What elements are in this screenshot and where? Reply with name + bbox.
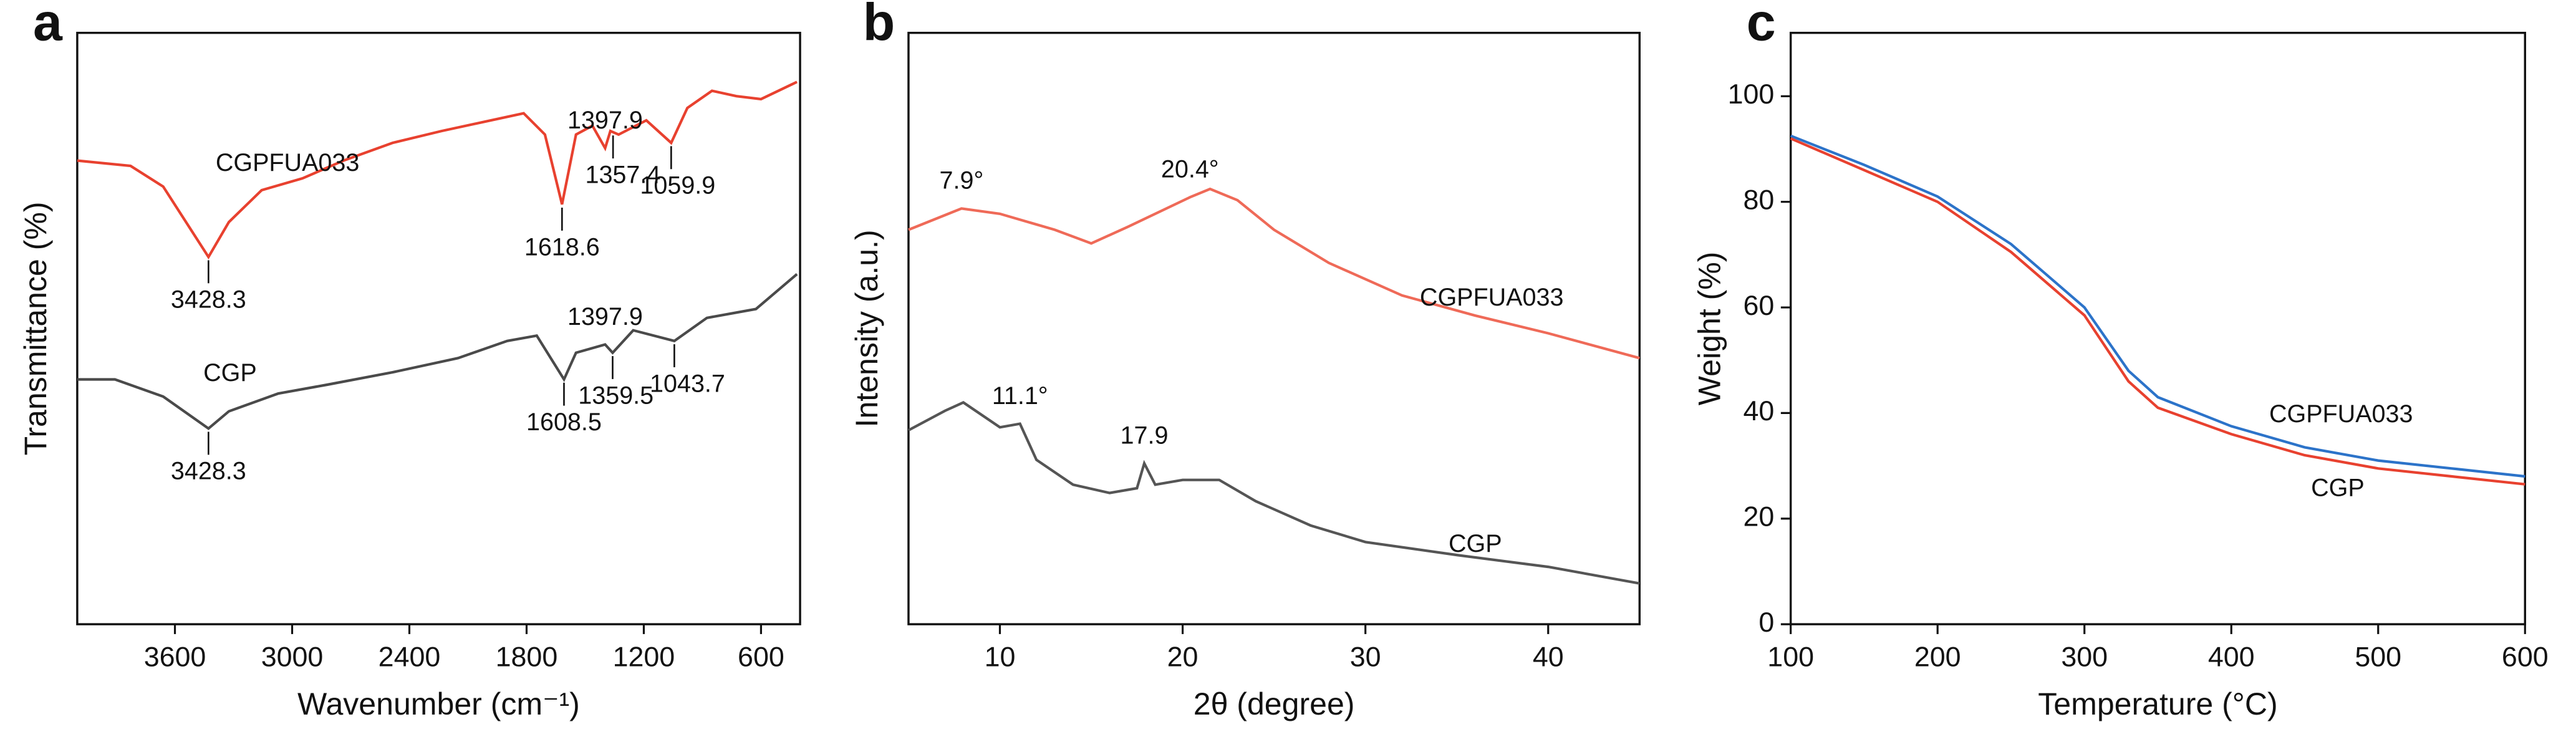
peak-label: 11.1° xyxy=(992,382,1048,410)
peak-label: 17.9 xyxy=(1121,422,1169,449)
series-line xyxy=(77,273,798,430)
series-label: CGP xyxy=(2311,475,2365,502)
panel: b 10 20 30 40 2θ (degree) Intensity (a.u.) CGPF… xyxy=(849,0,1641,721)
y-axis-title: Weight (%) xyxy=(1692,252,1727,406)
x-tick-label: 600 xyxy=(738,641,784,672)
series-label: CGPFUA033 xyxy=(2269,400,2413,428)
x-tick-label: 20 xyxy=(1167,641,1199,672)
series-label: CGP xyxy=(1449,530,1502,557)
panel: c 100 200 300 400 500 600 0 20 40 60 80 100 Temperatu… xyxy=(1692,0,2548,721)
y-tick-label: 60 xyxy=(1744,290,1775,321)
y-tick-label: 80 xyxy=(1744,184,1775,215)
peak-label: 1397.9 xyxy=(567,107,643,134)
peak-label: 1059.9 xyxy=(640,172,715,200)
peak-label: 1043.7 xyxy=(650,370,725,397)
series-line xyxy=(77,80,798,260)
peak-label: 1357.4 xyxy=(586,161,661,189)
y-axis-title: Transmittance (%) xyxy=(18,201,53,455)
x-tick-label: 600 xyxy=(2502,641,2549,672)
peak-label: 3428.3 xyxy=(171,458,246,485)
series-line xyxy=(907,401,1640,585)
plot-frame xyxy=(76,31,801,625)
peak-label: 1618.6 xyxy=(524,233,600,261)
x-tick-label: 3600 xyxy=(144,641,206,672)
x-tick-label: 500 xyxy=(2355,641,2401,672)
x-tick-label: 100 xyxy=(1767,641,1814,672)
x-tick-label: 30 xyxy=(1350,641,1381,672)
panel-label: a xyxy=(33,0,63,51)
peak-label: 20.4° xyxy=(1161,156,1219,183)
x-axis-title: Wavenumber (cm⁻¹) xyxy=(297,687,580,721)
x-tick-label: 1200 xyxy=(613,641,675,672)
series-label: CGP xyxy=(203,359,257,387)
series-line xyxy=(1790,134,2525,478)
y-tick-label: 40 xyxy=(1744,395,1775,426)
x-axis-title: Temperature (°C) xyxy=(2038,687,2277,721)
x-tick-label: 40 xyxy=(1533,641,1564,672)
x-tick-label: 3000 xyxy=(261,641,324,672)
peak-label: 1359.5 xyxy=(578,382,654,409)
y-axis-title: Intensity (a.u.) xyxy=(849,229,884,427)
x-tick-label: 300 xyxy=(2061,641,2108,672)
x-tick-label: 200 xyxy=(1914,641,1961,672)
plot-frame xyxy=(907,31,1641,625)
peak-label: 1608.5 xyxy=(526,408,602,436)
panel: a 3600 3000 2400 1800 1200 600 Wavenumber (cm⁻¹… xyxy=(18,0,801,721)
series-line xyxy=(1790,137,2525,486)
series-label: CGPFUA033 xyxy=(216,149,360,176)
peak-label: 1397.9 xyxy=(567,303,643,330)
plot-frame xyxy=(1789,31,2526,625)
x-tick-label: 400 xyxy=(2208,641,2255,672)
x-tick-label: 2400 xyxy=(379,641,441,672)
panel-label: b xyxy=(863,0,895,51)
x-axis-title: 2θ (degree) xyxy=(1194,687,1355,721)
x-tick-label: 10 xyxy=(985,641,1016,672)
peak-label: 3428.3 xyxy=(171,286,246,314)
peak-label: 7.9° xyxy=(940,167,984,195)
y-tick-label: 0 xyxy=(1758,607,1774,638)
series-label: CGPFUA033 xyxy=(1420,284,1564,311)
y-tick-label: 100 xyxy=(1728,79,1775,110)
series-line xyxy=(908,187,1640,360)
x-tick-label: 1800 xyxy=(496,641,558,672)
y-tick-label: 20 xyxy=(1744,501,1775,532)
panel-label: c xyxy=(1747,0,1776,51)
